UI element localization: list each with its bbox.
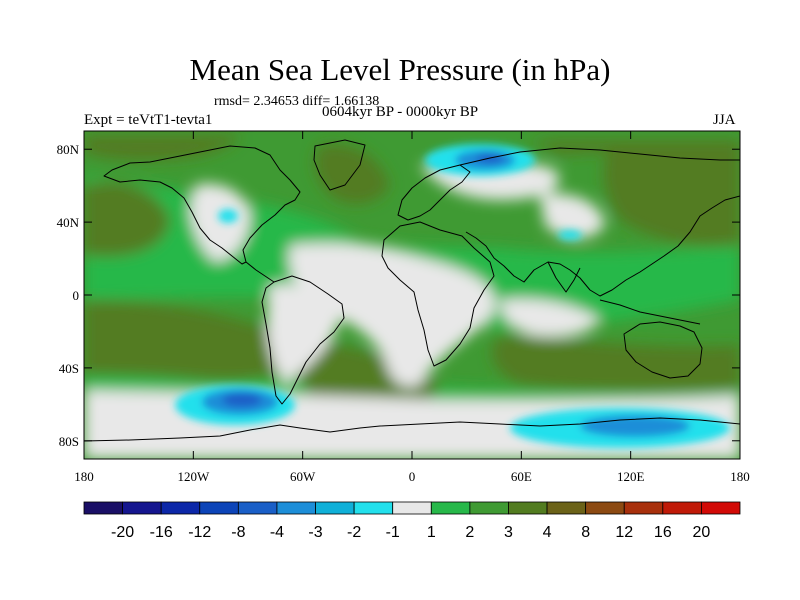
y-tick-label: 80N [57, 142, 80, 157]
colorbar-label: 8 [581, 524, 590, 541]
x-tick-label: 0 [409, 469, 416, 484]
colorbar-swatch [585, 501, 625, 515]
colorbar-swatch [662, 501, 702, 515]
colorbar-swatch [122, 501, 162, 515]
field-south-america-zero [266, 284, 340, 385]
coastlines [84, 139, 740, 442]
colorbar-label: -16 [150, 524, 173, 541]
x-tick-label: 120W [177, 469, 210, 484]
colorbar-label: -2 [347, 524, 361, 541]
x-tick-label: 60W [290, 469, 316, 484]
colorbar-swatch [508, 501, 548, 515]
x-tick-label: 180 [74, 469, 94, 484]
colorbar-swatch [546, 501, 587, 515]
colorbar-label: 3 [504, 524, 513, 541]
field-indian-ocean-high [491, 335, 740, 393]
y-tick-label: 80S [59, 434, 79, 449]
coast-greenland [313, 139, 366, 191]
colorbar-label: 2 [465, 524, 474, 541]
x-tick-label: 60E [511, 469, 532, 484]
colorbar-label: -3 [308, 524, 322, 541]
colorbar-label: 20 [693, 524, 711, 541]
colorbar-swatch [392, 501, 432, 515]
pressure-field [84, 131, 740, 459]
y-tick-label: 40N [57, 215, 80, 230]
colorbar-swatch [237, 501, 278, 515]
field-africa-zero [289, 243, 496, 388]
y-tick-label: 0 [73, 288, 80, 303]
stats-text: rmsd= 2.34653 diff= 1.66138 [214, 94, 380, 109]
field-asia-low-spot [558, 230, 582, 240]
field-arctic-siberia [530, 140, 740, 155]
colorbar-swatch [623, 501, 664, 515]
colorbar-swatch [315, 501, 355, 515]
season-label: JJA [713, 112, 736, 128]
x-tick-label: 180 [730, 469, 750, 484]
field-south-atlantic-high [296, 340, 440, 414]
colorbar-swatch [353, 501, 394, 515]
colorbar-swatch [83, 501, 123, 515]
colorbar-swatch [160, 501, 201, 515]
coast-asia [459, 147, 740, 297]
colorbar-swatch [199, 501, 239, 515]
colorbar-swatch [469, 501, 509, 515]
x-tick-label: 120E [617, 469, 645, 484]
colorbar-label: 4 [543, 524, 552, 541]
field-south-pacific-high [84, 300, 302, 381]
coast-india [547, 261, 581, 293]
coast-indonesia [599, 299, 701, 325]
field-north-america-zero [190, 183, 250, 262]
colorbar-label: -12 [188, 524, 211, 541]
period-label: 0604kyr BP - 0000kyr BP [322, 104, 479, 120]
coast-australia [623, 321, 703, 379]
colorbar: -20 -16 -12 -8 -4 -3 -2 -1 1 2 3 4 8 12 16 20 [83, 501, 741, 541]
field-ne-asia-high [603, 147, 740, 247]
coast-north-america [103, 145, 301, 265]
colorbar-label: 16 [654, 524, 672, 541]
colorbar-label: 12 [615, 524, 633, 541]
colorbar-swatch [430, 501, 471, 515]
field-southern-ocean-low-core [580, 415, 690, 437]
field-na-low-spot [218, 209, 238, 223]
coast-south-america [261, 275, 345, 405]
colorbar-label: 1 [427, 524, 436, 541]
coast-africa [381, 221, 495, 367]
field-central-asia-zero [540, 193, 605, 239]
field-maritime-zero [500, 298, 600, 337]
field-nw-pacific-high [84, 181, 170, 257]
field-south-pacific-low-core [222, 393, 262, 407]
coast-central-america [245, 261, 275, 283]
field-arctic-pacific [84, 135, 240, 160]
colorbar-label: -20 [111, 524, 134, 541]
colorbar-label: -1 [386, 524, 400, 541]
colorbar-label: -4 [270, 524, 284, 541]
axis-ticks: 180 120W 60W 0 60E 120E 180 80N 40N 0 40S 80S [57, 131, 750, 484]
coast-antarctica [84, 417, 740, 442]
experiment-label: Expt = teVtT1-tevta1 [84, 112, 213, 128]
colorbar-swatch [276, 501, 316, 515]
colorbar-label: -8 [231, 524, 245, 541]
colorbar-swatch [701, 501, 741, 515]
coast-europe [397, 164, 471, 221]
map-title: Mean Sea Level Pressure (in hPa) [189, 52, 611, 87]
y-tick-label: 40S [59, 361, 79, 376]
